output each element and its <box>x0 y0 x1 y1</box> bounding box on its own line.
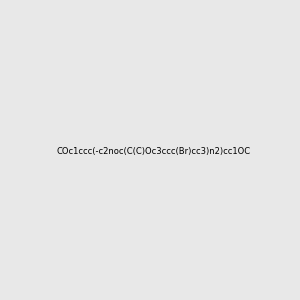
Text: COc1ccc(-c2noc(C(C)Oc3ccc(Br)cc3)n2)cc1OC: COc1ccc(-c2noc(C(C)Oc3ccc(Br)cc3)n2)cc1O… <box>57 147 251 156</box>
